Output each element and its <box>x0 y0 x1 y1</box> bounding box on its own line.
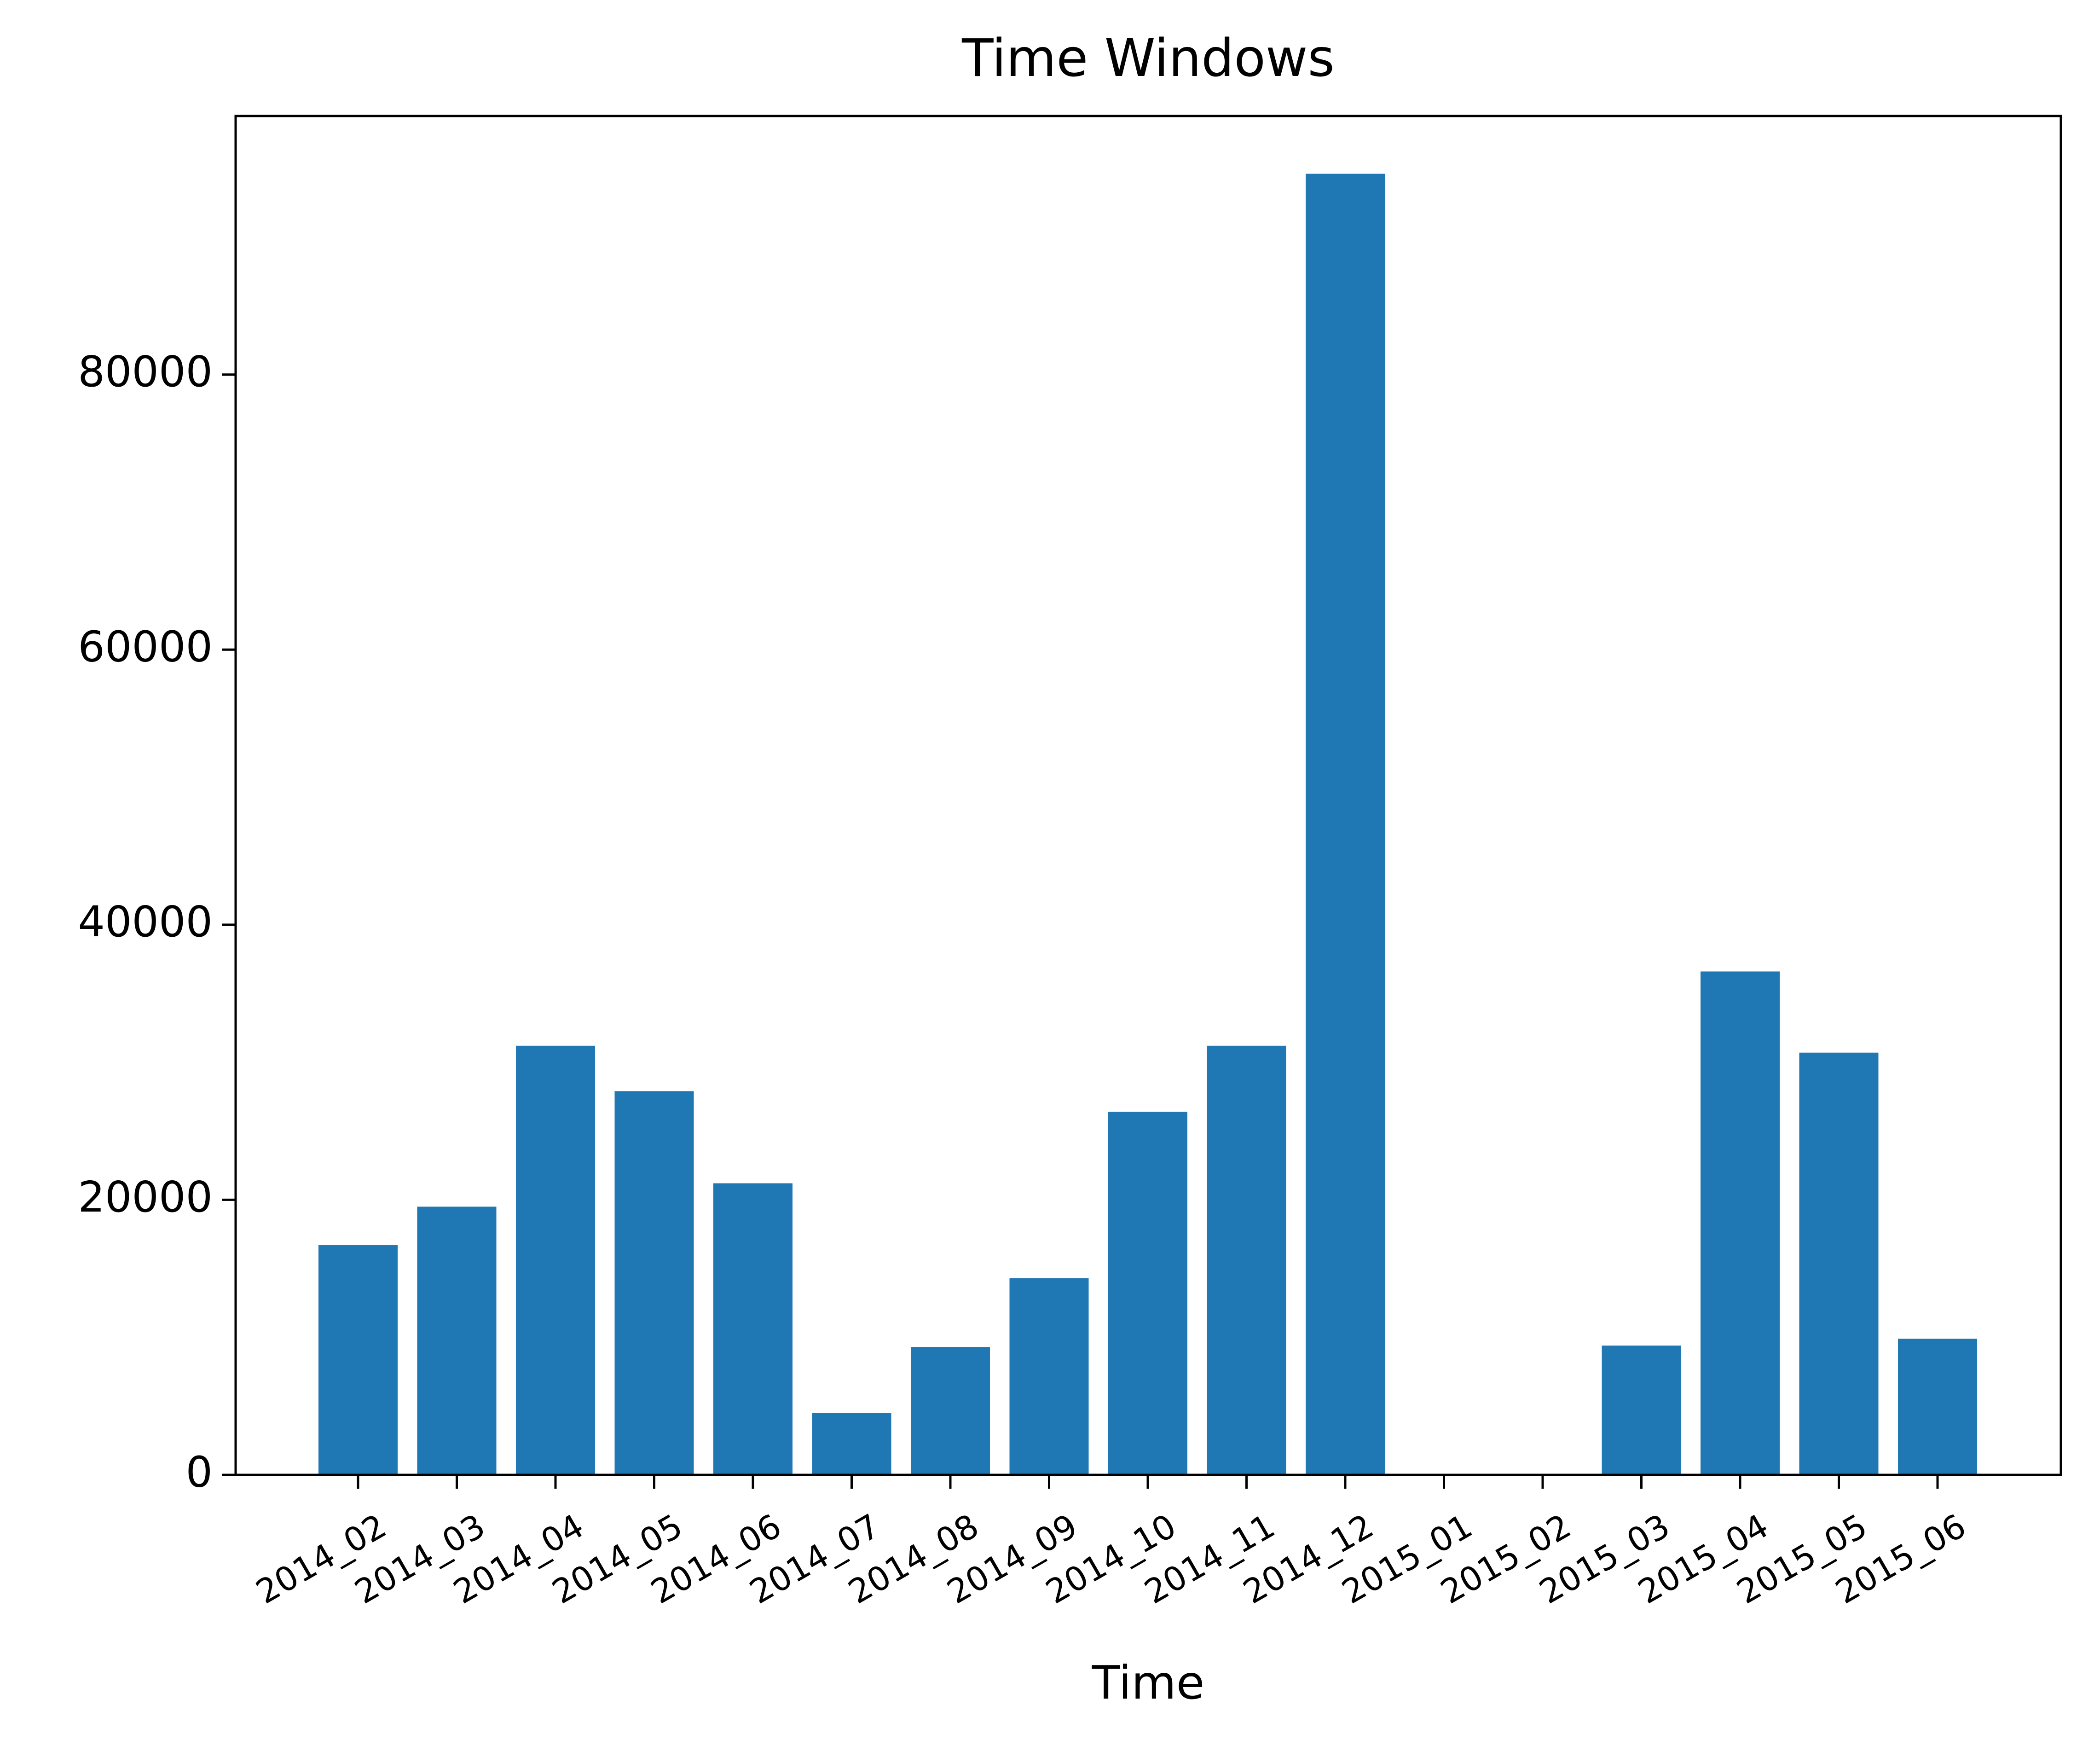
bar-2014_06 <box>713 1183 793 1475</box>
y-tick-label-40000: 40000 <box>78 897 213 946</box>
bar-2014_03 <box>417 1207 497 1475</box>
bar-2015_04 <box>1701 971 1780 1475</box>
bar-2014_11 <box>1207 1045 1286 1475</box>
bar-2014_09 <box>1009 1278 1089 1475</box>
plot-frame <box>234 115 2062 1476</box>
y-tick-label-80000: 80000 <box>78 347 213 396</box>
bar-2015_05 <box>1799 1052 1879 1475</box>
y-tick-label-20000: 20000 <box>78 1172 213 1222</box>
y-axis: 0 20000 40000 60000 80000 <box>78 347 236 1497</box>
bar-2015_06 <box>1898 1339 1977 1475</box>
y-tick-label-0: 0 <box>185 1447 213 1497</box>
bar-2014_12 <box>1306 174 1385 1475</box>
bar-2014_04 <box>516 1045 595 1475</box>
bar-2014_08 <box>911 1347 990 1475</box>
bar-2014_10 <box>1108 1112 1187 1475</box>
bar-2014_02 <box>318 1245 398 1475</box>
x-axis-label: Time <box>1092 1656 1205 1710</box>
x-axis: 2014_022014_032014_042014_052014_062014_… <box>249 1475 1972 1612</box>
chart-title: Time Windows <box>961 29 1335 88</box>
bar-2015_03 <box>1602 1346 1681 1475</box>
y-tick-label-60000: 60000 <box>78 622 213 672</box>
bar-2014_07 <box>812 1413 891 1475</box>
bars-group <box>318 174 1977 1475</box>
bar-2014_05 <box>614 1091 694 1475</box>
